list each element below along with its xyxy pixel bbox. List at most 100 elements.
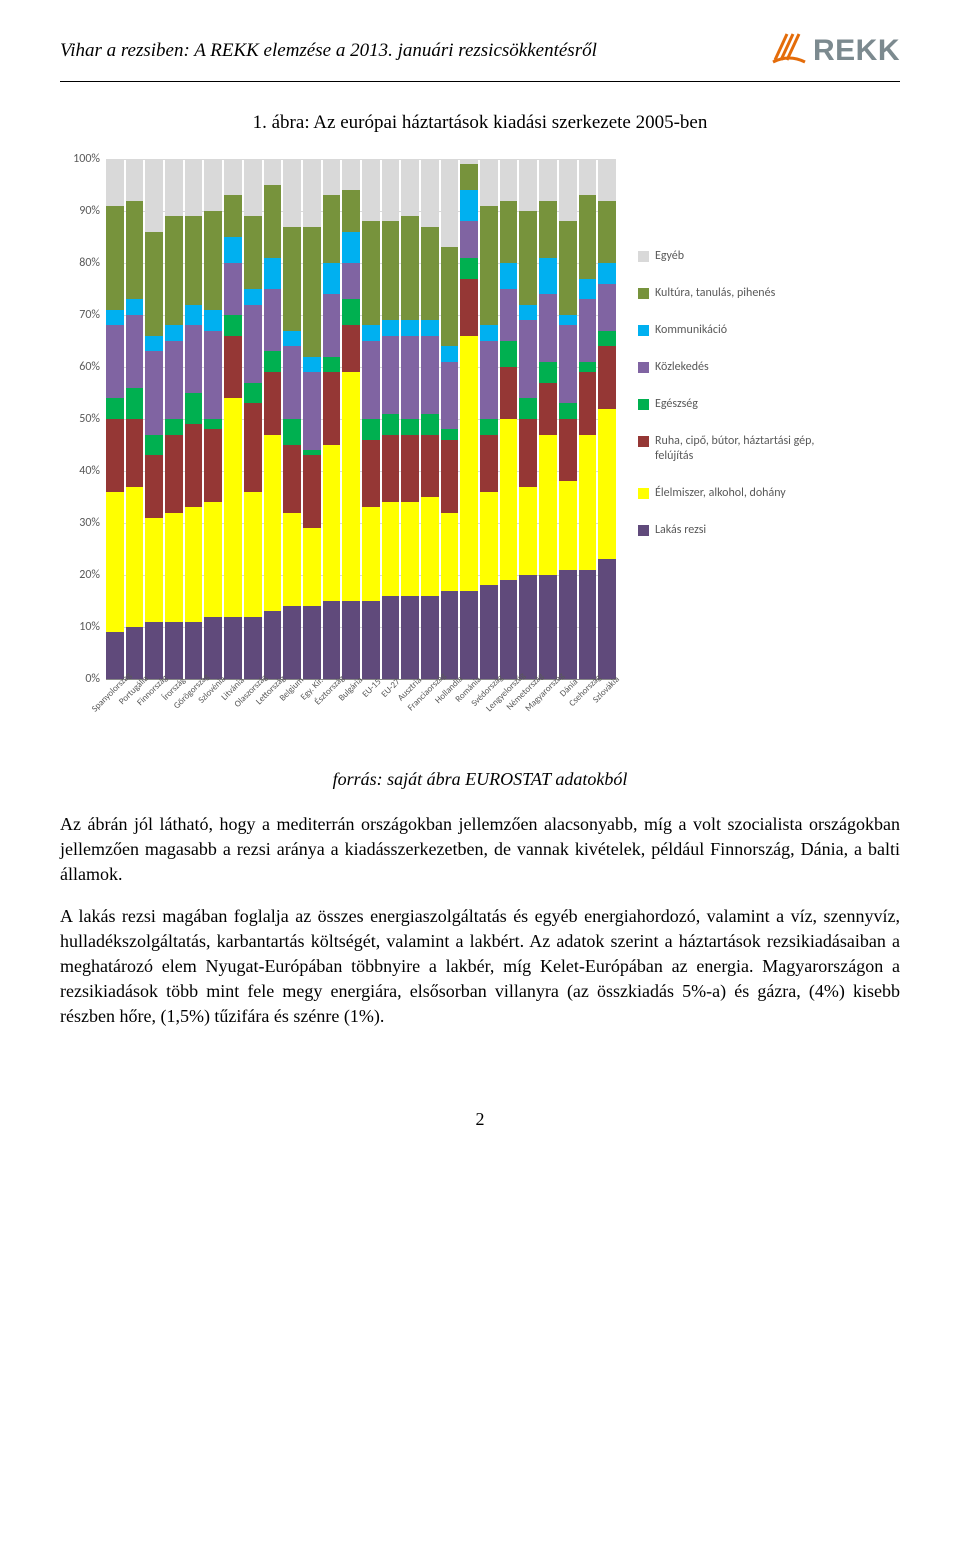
chart-bar-segment <box>342 159 360 190</box>
chart-y-tick-label: 80% <box>60 256 100 270</box>
chart-source-line: forrás: saját ábra EUROSTAT adatokból <box>60 769 900 790</box>
chart-bar-segment <box>539 362 557 383</box>
logo-icon <box>771 30 807 71</box>
legend-swatch <box>638 288 649 299</box>
chart-bar-segment <box>480 159 498 206</box>
page-header: Vihar a rezsiben: A REKK elemzése a 2013… <box>60 30 900 71</box>
chart-bar-segment <box>460 190 478 221</box>
chart-bar-segment <box>500 419 518 580</box>
chart-bar-segment <box>401 159 419 216</box>
chart-bar-segment <box>244 403 262 491</box>
chart-bar-segment <box>500 289 518 341</box>
chart-bar-segment <box>441 346 459 362</box>
chart-title: 1. ábra: Az európai háztartások kiadási … <box>60 112 900 134</box>
chart-bar-segment <box>362 221 380 325</box>
chart-bar-segment <box>421 414 439 435</box>
chart-bar-segment <box>579 362 597 372</box>
chart-x-tick: EU-15 <box>362 679 380 719</box>
chart-bar-segment <box>579 570 597 679</box>
chart-bar-segment <box>480 325 498 341</box>
chart-bar-segment <box>185 216 203 304</box>
legend-swatch <box>638 488 649 499</box>
chart-bar-segment <box>480 206 498 326</box>
chart-bar-segment <box>283 227 301 331</box>
chart-bar-segment <box>401 502 419 596</box>
chart-bar-segment <box>185 424 203 507</box>
chart-bar-segment <box>323 195 341 263</box>
chart-y-tick-label: 20% <box>60 568 100 582</box>
chart-bar-segment <box>382 320 400 336</box>
chart-bar-segment <box>224 398 242 616</box>
chart-x-tick: Belgium <box>283 679 301 719</box>
chart-bar-segment <box>204 159 222 211</box>
chart-bar-segment <box>579 159 597 195</box>
logo: REKK <box>771 30 900 71</box>
chart-bar-segment <box>519 305 537 321</box>
chart-bar-segment <box>145 435 163 456</box>
chart-bar-segment <box>126 388 144 419</box>
chart-bar-segment <box>598 409 616 560</box>
chart-bar-segment <box>342 299 360 325</box>
chart-bar <box>204 159 222 679</box>
chart-bar-segment <box>579 195 597 278</box>
chart-bar-segment <box>323 601 341 679</box>
chart-bar-segment <box>264 351 282 372</box>
chart-bar <box>126 159 144 679</box>
chart-bar-segment <box>598 263 616 284</box>
chart-bar <box>185 159 203 679</box>
chart-bar-segment <box>244 305 262 383</box>
chart-bar-segment <box>323 445 341 601</box>
chart-bar-segment <box>401 336 419 419</box>
chart-bar-segment <box>519 419 537 487</box>
chart-bar-segment <box>460 258 478 279</box>
chart-bar-segment <box>519 487 537 575</box>
chart-bar-segment <box>421 320 439 336</box>
chart-bar-segment <box>185 622 203 679</box>
chart-bar-segment <box>382 596 400 679</box>
chart-bar-segment <box>303 606 321 679</box>
chart-bar-segment <box>204 310 222 331</box>
chart-bar <box>519 159 537 679</box>
chart-bar-segment <box>441 247 459 346</box>
chart-bar <box>382 159 400 679</box>
chart-bar-segment <box>500 201 518 263</box>
chart-bar <box>480 159 498 679</box>
chart-bar-segment <box>342 232 360 263</box>
chart-bar-segment <box>303 159 321 227</box>
legend-item: Ruha, cipő, bútor, háztartási gép, felúj… <box>638 434 828 464</box>
chart-bar <box>342 159 360 679</box>
chart-bar-segment <box>303 227 321 357</box>
chart-bar-segment <box>224 263 242 315</box>
chart-bar-segment <box>598 159 616 201</box>
chart-y-tick-label: 60% <box>60 360 100 374</box>
chart-bar-segment <box>460 221 478 257</box>
chart-bar-segment <box>303 372 321 450</box>
chart-bar-segment <box>441 362 459 430</box>
legend-label: Egészség <box>655 397 698 412</box>
chart-bar <box>224 159 242 679</box>
chart-bar-segment <box>500 580 518 679</box>
chart: 0%10%20%30%40%50%60%70%80%90%100%Spanyol… <box>60 159 900 719</box>
legend-item: Közlekedés <box>638 360 828 375</box>
legend-label: Ruha, cipő, bútor, háztartási gép, felúj… <box>655 434 828 464</box>
chart-bar-segment <box>460 336 478 591</box>
chart-x-tick: Észtország <box>323 679 341 719</box>
chart-bar-segment <box>145 232 163 336</box>
chart-bar-segment <box>382 435 400 503</box>
chart-bar <box>362 159 380 679</box>
chart-x-tick-label: EU-15 <box>360 676 383 699</box>
chart-bar-segment <box>401 216 419 320</box>
chart-bar-segment <box>342 601 360 679</box>
chart-bar-segment <box>441 513 459 591</box>
chart-bar-segment <box>283 346 301 419</box>
chart-bar-segment <box>303 528 321 606</box>
chart-bar-segment <box>165 419 183 435</box>
chart-bar-segment <box>264 185 282 258</box>
chart-bar-segment <box>579 299 597 361</box>
chart-bar-segment <box>126 487 144 627</box>
chart-bar <box>559 159 577 679</box>
chart-bar-segment <box>303 357 321 373</box>
chart-bar-segment <box>244 216 262 289</box>
chart-bar-segment <box>106 325 124 398</box>
chart-bar-segment <box>283 331 301 347</box>
